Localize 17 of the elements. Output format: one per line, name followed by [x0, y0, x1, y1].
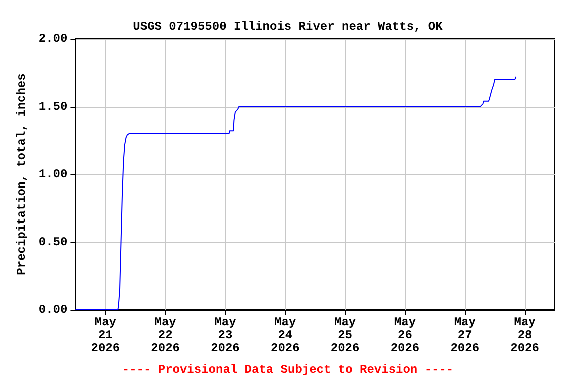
y-tick-label: 1.50: [38, 100, 68, 114]
x-tick-label: May 26 2026: [390, 316, 420, 356]
y-tick-label: 1.00: [38, 168, 68, 182]
x-tick-label: May 28 2026: [510, 316, 540, 356]
x-tick-label: May 23 2026: [211, 316, 240, 356]
y-tick-label: 0.50: [38, 235, 68, 250]
x-tick-label: May 21 2026: [91, 316, 120, 356]
x-tick-label: May 22 2026: [151, 316, 180, 356]
y-axis-title: Precipitation, total, inches: [15, 74, 29, 276]
chart-title: USGS 07195500 Illinois River near Watts, OK: [133, 20, 444, 34]
x-tick-label: May 27 2026: [450, 316, 480, 356]
x-tick-label: May 25 2026: [330, 316, 360, 356]
x-tick-label: May 24 2026: [270, 316, 300, 356]
line-series: [75, 76, 517, 310]
y-tick-label: 2.00: [38, 32, 68, 46]
text: ---- Provisional Data Subject to Revision ----: [122, 363, 454, 377]
y-tick-label: 0.00: [38, 303, 68, 317]
